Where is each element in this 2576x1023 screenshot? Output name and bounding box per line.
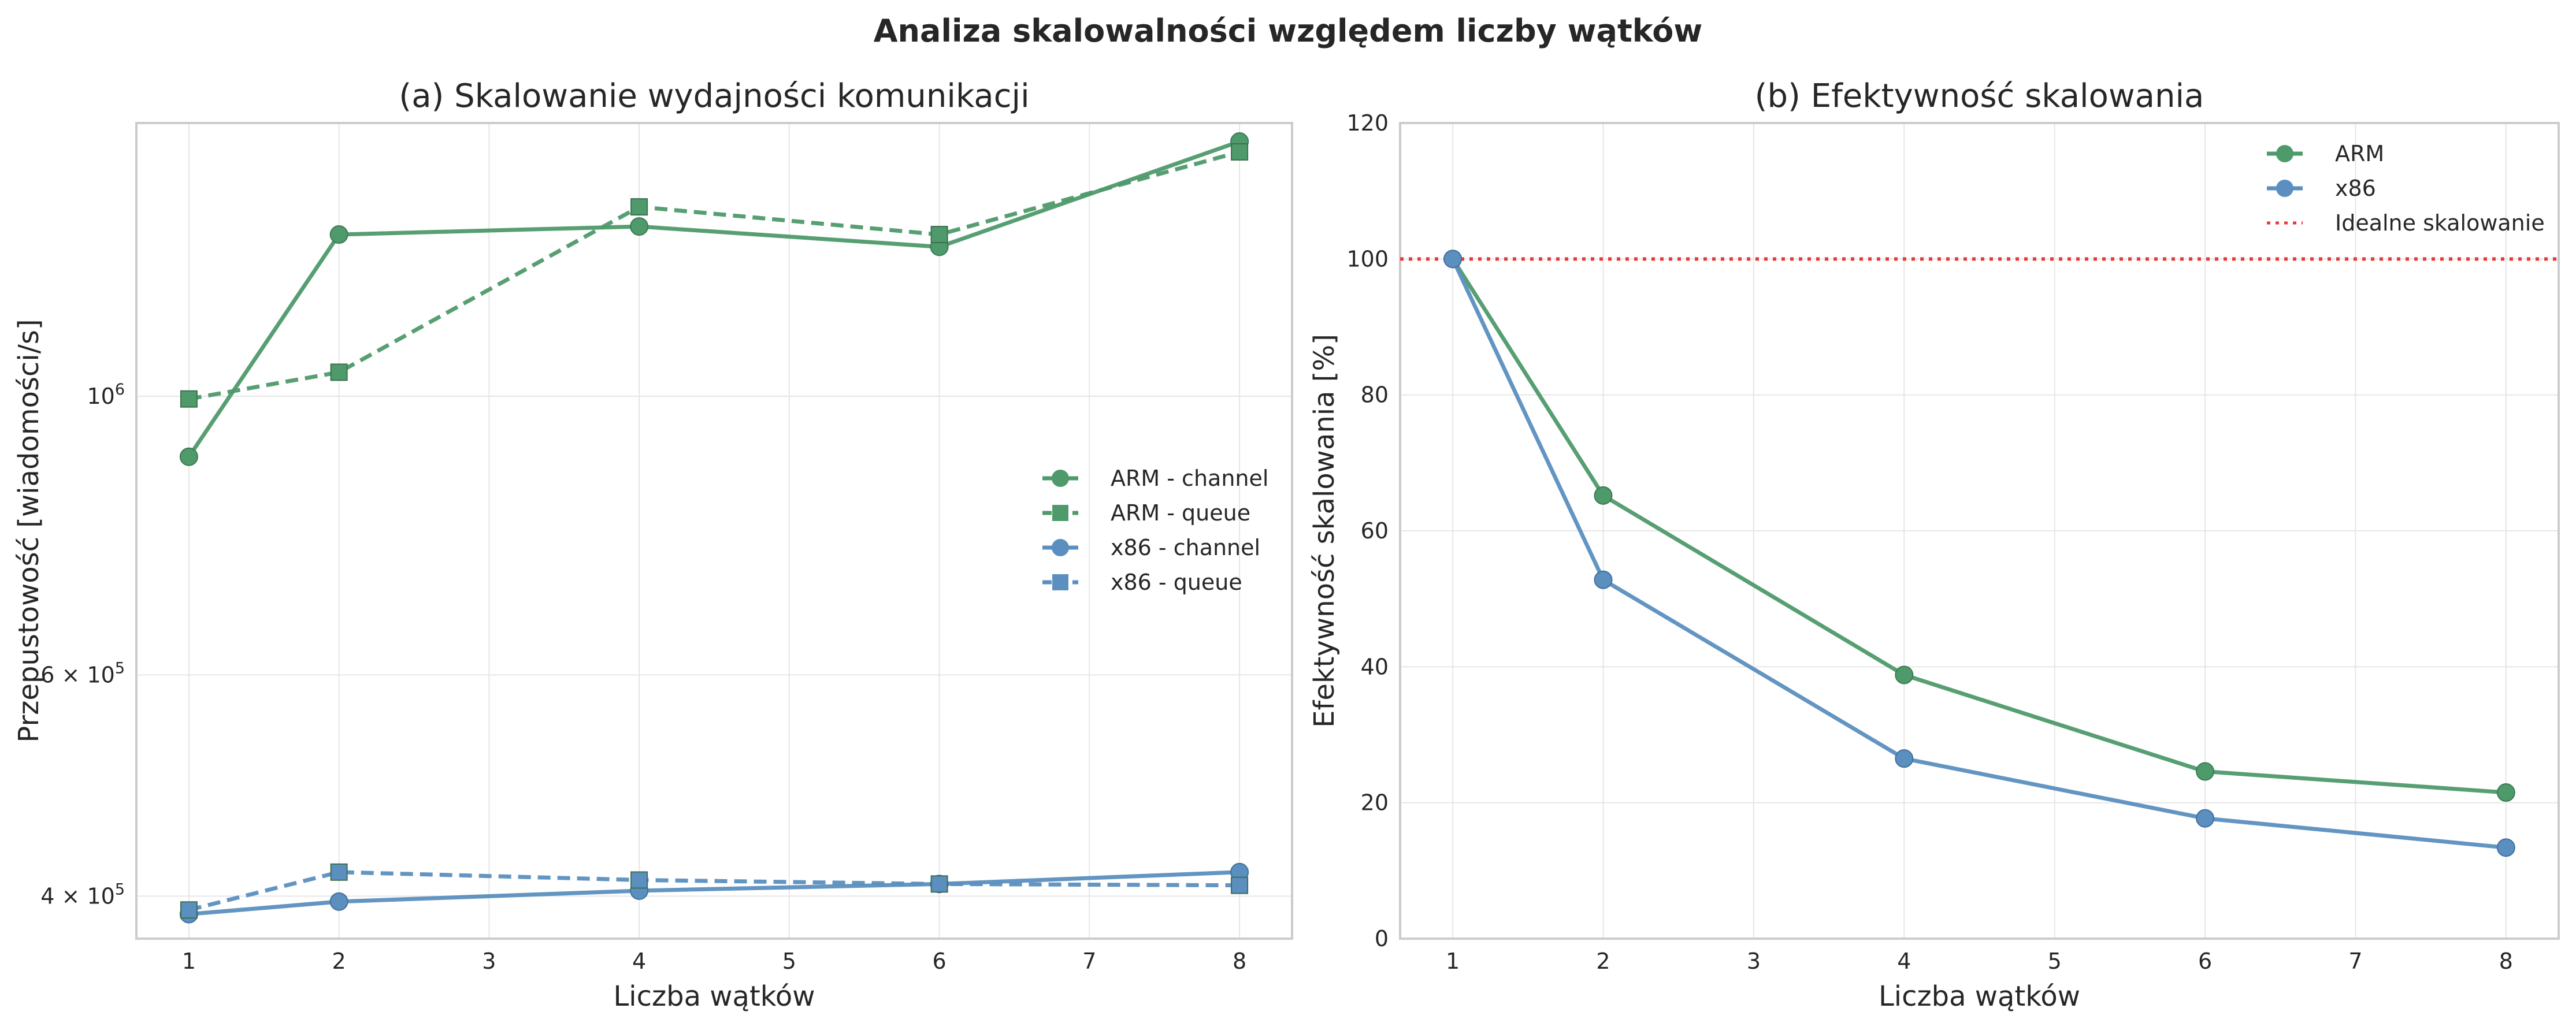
figure-title: Analiza skalowalności względem liczby wą…: [874, 13, 1702, 49]
y-tick-label: 120: [1346, 110, 1389, 136]
data-point: [179, 447, 198, 466]
x-tick-label: 5: [782, 948, 796, 974]
data-point: [2496, 783, 2515, 802]
data-point: [630, 871, 648, 889]
x-tick-label: 2: [332, 948, 346, 974]
legend-label: ARM: [2335, 141, 2384, 166]
legend-label: x86: [2335, 176, 2376, 201]
legend-marker: [2276, 180, 2293, 197]
y-tick-label: 40: [1361, 654, 1389, 679]
axes-frame: [135, 122, 1293, 940]
x-tick-label: 1: [1446, 948, 1460, 974]
x-tick-label: 2: [1596, 948, 1610, 974]
data-point: [1895, 665, 1914, 685]
panel-title: (b) Efektywność skalowania: [1755, 77, 2204, 115]
data-point: [2196, 809, 2215, 828]
x-tick-label: 1: [182, 948, 196, 974]
x-tick-label: 5: [2048, 948, 2062, 974]
x-axis-label: Liczba wątków: [1879, 980, 2080, 1013]
legend-marker: [1052, 470, 1069, 487]
x-axis-label: Liczba wątków: [613, 980, 815, 1013]
data-point: [1594, 486, 1613, 505]
y-tick-label: 20: [1361, 790, 1389, 816]
data-point: [2496, 838, 2515, 857]
data-point: [630, 198, 648, 216]
legend-marker: [1052, 539, 1069, 556]
data-point: [1443, 250, 1463, 269]
data-point: [329, 225, 348, 244]
series-line-0: [187, 139, 1241, 458]
x-tick-label: 8: [1233, 948, 1246, 974]
legend-label: x86 - channel: [1111, 535, 1260, 560]
x-tick-label: 4: [1897, 948, 1911, 974]
y-tick-label: 80: [1361, 382, 1389, 408]
legend-label: ARM - channel: [1111, 466, 1268, 491]
data-point: [930, 226, 948, 244]
data-point: [330, 363, 348, 381]
data-point: [180, 390, 198, 408]
x-tick-label: 4: [632, 948, 646, 974]
data-point: [330, 863, 348, 881]
legend-label: Idealne skalowanie: [2335, 210, 2545, 236]
y-tick-label: 6 × 105: [40, 659, 125, 687]
legend: ARM x86 Idealne skalowanie: [2267, 141, 2545, 236]
data-point: [1895, 749, 1914, 768]
y-tick-label: 106: [87, 381, 125, 409]
y-tick-label: 0: [1375, 926, 1389, 951]
x-tick-label: 6: [933, 948, 946, 974]
legend-label: x86 - queue: [1111, 570, 1242, 595]
data-point: [1231, 143, 1249, 161]
x-tick-label: 3: [482, 948, 496, 974]
series-line-1: [1450, 258, 2507, 850]
legend-label: ARM - queue: [1111, 500, 1250, 526]
series-line-1: [188, 150, 1241, 401]
x-tick-label: 7: [2348, 948, 2362, 974]
y-tick-label: 100: [1346, 246, 1389, 271]
y-tick-label: 4 × 105: [40, 880, 125, 909]
series-line-0: [1451, 258, 2507, 795]
data-point: [180, 901, 198, 919]
legend-marker: [2276, 145, 2293, 162]
x-tick-label: 8: [2499, 948, 2513, 974]
legend-marker: [1052, 505, 1068, 521]
data-point: [630, 217, 649, 236]
data-point: [329, 892, 348, 911]
panel-title: (a) Skalowanie wydajności komunikacji: [399, 77, 1029, 115]
data-point: [1231, 876, 1249, 894]
x-tick-label: 7: [1082, 948, 1096, 974]
data-point: [2196, 762, 2215, 781]
legend: ARM - channel ARM - queue x86 - channel x86…: [1042, 466, 1268, 595]
y-tick-label: 60: [1361, 518, 1389, 544]
legend-marker: [1052, 574, 1068, 590]
y-axis-label: Przepustowość [wiadomości/s]: [13, 319, 45, 742]
data-point: [930, 875, 948, 893]
y-axis-label: Efektywność skalowania [%]: [1308, 334, 1341, 728]
x-tick-label: 3: [1747, 948, 1761, 974]
x-tick-label: 6: [2198, 948, 2212, 974]
data-point: [1594, 570, 1613, 589]
axes-frame: [1399, 122, 2560, 940]
panel-a: 1 2 3 4 5 6 7 8 4 × 105 6 × 105 106 (a) Skalowanie …: [13, 77, 1293, 1013]
